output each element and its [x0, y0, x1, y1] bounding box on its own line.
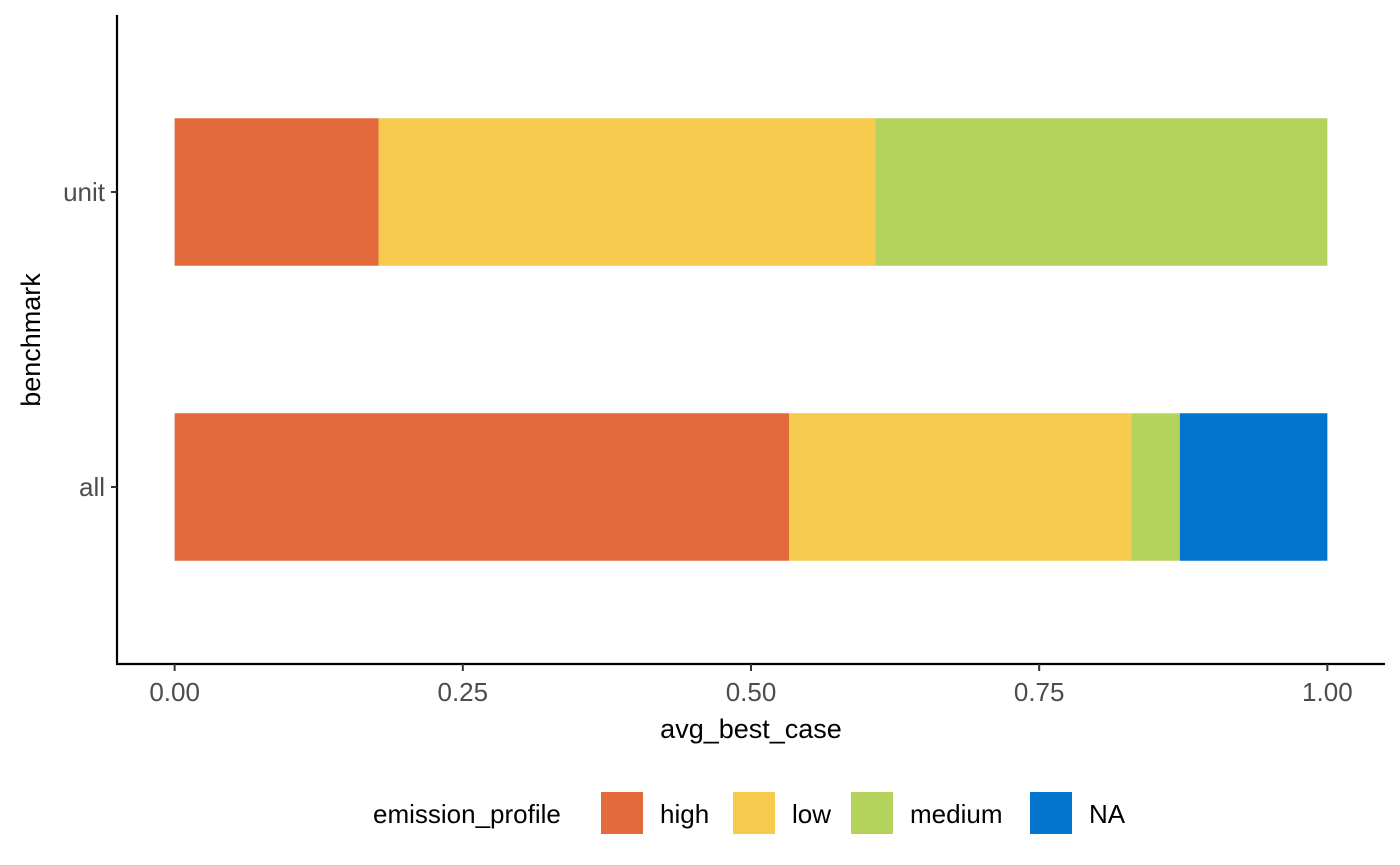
y-tick-label: unit	[63, 177, 106, 207]
bar-unit-high	[174, 118, 379, 266]
x-ticks-group: 0.00 0.25 0.50 0.75 1.00	[149, 664, 1353, 707]
legend-title: emission_profile	[373, 799, 561, 829]
legend-label-medium: medium	[910, 799, 1002, 829]
x-tick-label: 0.00	[149, 677, 200, 707]
legend: emission_profile high low medium NA	[373, 792, 1126, 834]
y-axis-title: benchmark	[16, 273, 46, 407]
legend-key-medium	[851, 792, 893, 834]
x-tick-label: 0.50	[726, 677, 777, 707]
y-ticks-group: all unit	[63, 177, 117, 502]
bar-unit-medium	[875, 118, 1328, 266]
bar-all-low	[789, 413, 1132, 561]
legend-items: high low medium NA	[601, 792, 1126, 834]
bar-all-na	[1179, 413, 1328, 561]
legend-key-high	[601, 792, 643, 834]
bar-unit-low	[378, 118, 876, 266]
legend-label-low: low	[792, 799, 831, 829]
legend-label-na: NA	[1089, 799, 1126, 829]
x-tick-label: 0.25	[438, 677, 489, 707]
x-tick-label: 1.00	[1302, 677, 1353, 707]
x-tick-label: 0.75	[1014, 677, 1065, 707]
legend-label-high: high	[660, 799, 709, 829]
bar-all-medium	[1131, 413, 1180, 561]
legend-key-na	[1030, 792, 1072, 834]
bar-all-high	[174, 413, 790, 561]
legend-key-low	[733, 792, 775, 834]
bars-group	[174, 118, 1328, 561]
y-tick-label: all	[79, 472, 105, 502]
x-axis-title: avg_best_case	[660, 714, 842, 744]
